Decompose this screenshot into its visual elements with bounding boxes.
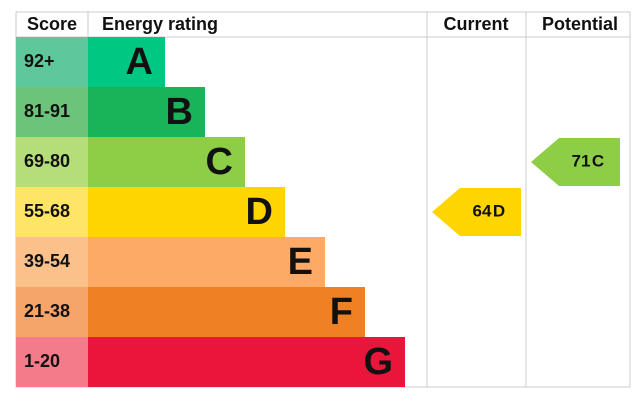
rating-letter: B xyxy=(166,91,193,133)
rating-bar xyxy=(88,37,165,87)
score-label: 81-91 xyxy=(24,101,70,121)
score-cell xyxy=(16,337,88,387)
potential-letter: C xyxy=(592,151,604,170)
rating-letter: D xyxy=(246,191,273,233)
score-label: 55-68 xyxy=(24,201,70,221)
score-cell xyxy=(16,137,88,187)
score-cell xyxy=(16,187,88,237)
potential-arrow xyxy=(531,138,620,186)
score-label: 92+ xyxy=(24,51,55,71)
rating-letter: A xyxy=(126,41,153,83)
score-label: 69-80 xyxy=(24,151,70,171)
header-rating: Energy rating xyxy=(102,14,218,34)
score-label: 21-38 xyxy=(24,301,70,321)
score-cell xyxy=(16,287,88,337)
header-score: Score xyxy=(27,14,77,34)
current-value: 64 xyxy=(473,201,492,220)
rating-bar xyxy=(88,287,365,337)
rating-letter: E xyxy=(288,241,313,283)
rating-bar xyxy=(88,87,205,137)
current-letter: D xyxy=(493,201,505,220)
rating-letter: C xyxy=(206,141,233,183)
rating-bar xyxy=(88,187,285,237)
rating-letter: G xyxy=(363,341,393,383)
rating-bar xyxy=(88,137,245,187)
score-cell xyxy=(16,37,88,87)
header-potential: Potential xyxy=(542,14,618,34)
rating-bar xyxy=(88,237,325,287)
header-current: Current xyxy=(443,14,508,34)
rating-letter: F xyxy=(330,291,353,333)
score-cell xyxy=(16,237,88,287)
score-cell xyxy=(16,87,88,137)
current-arrow xyxy=(432,188,521,236)
score-label: 1-20 xyxy=(24,351,60,371)
potential-value: 71 xyxy=(572,151,591,170)
rating-bar xyxy=(88,337,405,387)
score-label: 39-54 xyxy=(24,251,70,271)
